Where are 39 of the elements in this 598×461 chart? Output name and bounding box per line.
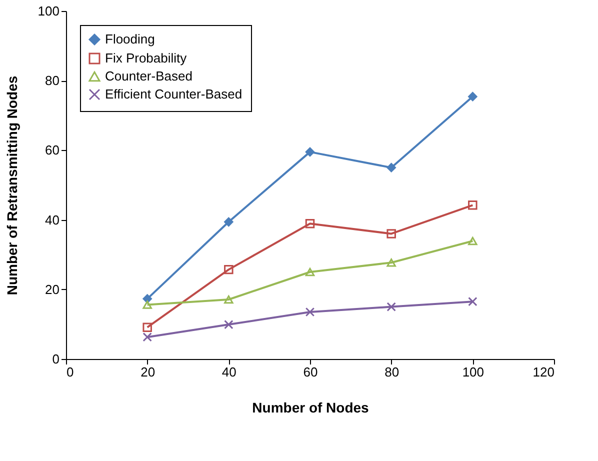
point	[468, 296, 478, 306]
x-axis-title: Number of Nodes	[252, 400, 370, 416]
legend-label: Flooding	[105, 32, 155, 46]
point	[305, 307, 315, 317]
point	[224, 217, 234, 227]
y-tick-label: 100	[38, 4, 60, 18]
point	[142, 332, 152, 342]
legend-label: Fix Probability	[105, 50, 188, 66]
y-tick-label: 0	[52, 352, 60, 366]
legend-label: Efficient Counter-Based	[105, 86, 242, 102]
x-tick-label: 40	[222, 364, 236, 380]
point	[386, 258, 396, 267]
point	[305, 268, 315, 276]
point	[224, 295, 234, 304]
point	[386, 162, 396, 172]
y-tick-label: 80	[45, 73, 60, 88]
x-tick-label: 100	[462, 364, 484, 380]
point	[224, 320, 234, 330]
point	[305, 147, 315, 157]
point	[142, 322, 152, 332]
y-axis-title: Number of Retransmitting Nodes	[4, 76, 20, 296]
point	[305, 219, 315, 228]
point	[468, 200, 478, 210]
point	[468, 236, 478, 246]
y-tick-label: 60	[45, 142, 60, 158]
point	[142, 294, 152, 304]
x-tick-label: 0	[66, 364, 74, 380]
x-tick-label: 60	[303, 364, 318, 380]
point	[386, 302, 396, 312]
legend-label: Counter-Based	[105, 68, 192, 84]
point	[468, 92, 478, 102]
x-tick-label: 20	[140, 364, 156, 380]
x-tick-label: 80	[384, 364, 400, 380]
x-tick-label: 120	[532, 364, 554, 380]
y-tick-label: 40	[45, 212, 60, 228]
point	[142, 300, 152, 309]
point	[224, 264, 234, 274]
point	[386, 229, 396, 238]
y-tick-label: 20	[45, 282, 60, 297]
